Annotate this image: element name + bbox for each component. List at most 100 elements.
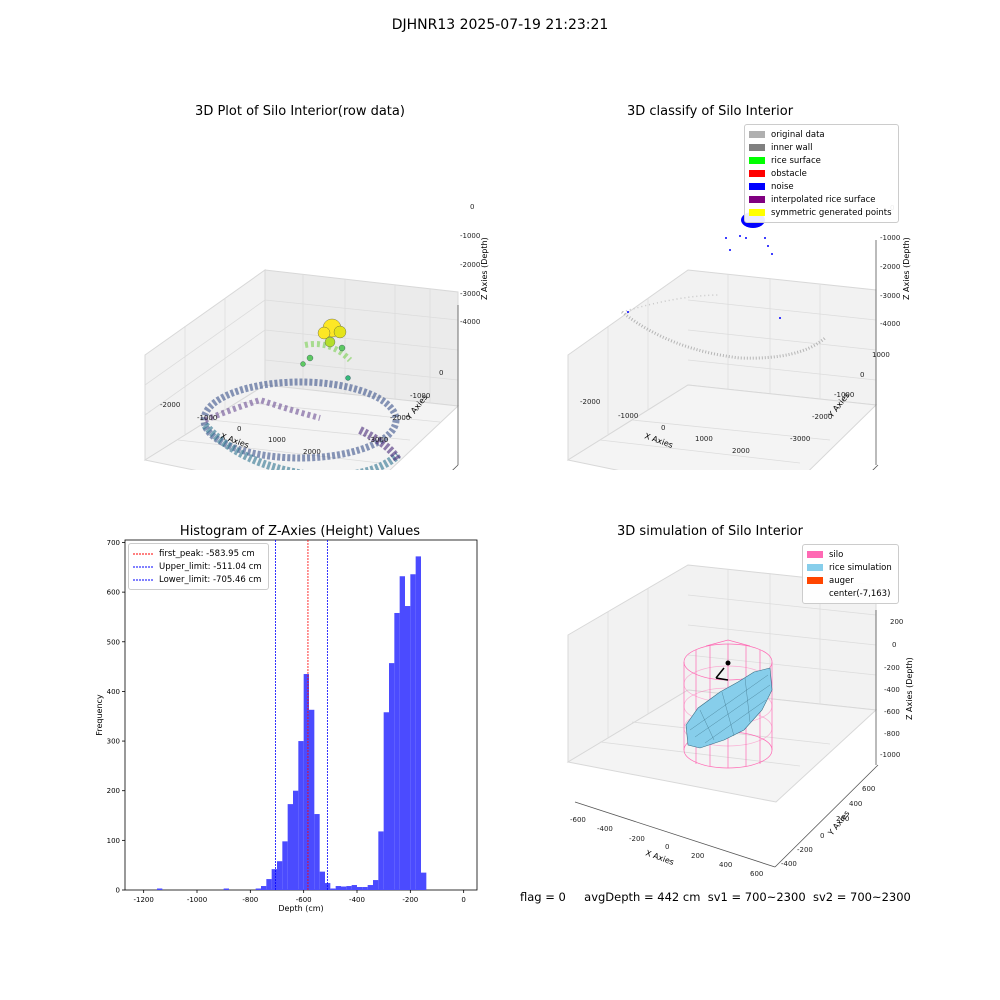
raw-plot-title: 3D Plot of Silo Interior(row data) [195,104,405,119]
legend-entry-rice-simulation: rice simulation [807,561,892,574]
simulation-ztick: -800 [884,730,900,738]
legend-entry-obstacle: obstacle [749,167,892,180]
legend-swatch [133,579,153,580]
histogram-bar [405,606,411,890]
y-tick-label: 700 [107,539,120,547]
histogram-bar [378,831,384,890]
simulation-legend: silo rice simulation auger center(-7,163… [802,544,899,604]
legend-label: symmetric generated points [771,207,892,218]
status-footer: flag = 0 avgDepth = 442 cm sv1 = 700~230… [520,890,911,904]
legend-entry-silo: silo [807,548,892,561]
simulation-xtick: 200 [691,852,704,860]
histogram-bar [255,888,261,890]
simulation-ytick: -200 [797,846,813,854]
histogram-bar [309,709,315,890]
sv1-text: sv1 = 700~2300 [707,890,806,904]
raw-xtick: -2000 [160,401,180,409]
x-tick-label: 0 [461,896,465,904]
flag-text: flag = 0 [520,890,566,904]
legend-swatch [807,577,823,584]
histogram-bar [415,556,421,890]
histogram-reference-lines [275,540,328,890]
classify-3d-plot: -2000 -1000 0 1000 2000 1000 0 -1000 -20… [566,204,911,470]
figure-title: DJHNR13 2025-07-19 21:23:21 [391,17,609,33]
legend-entry-auger: auger [807,574,892,587]
histogram-xlabel: Depth (cm) [278,904,323,913]
rice-simulation-surface [685,667,773,749]
histogram-bar [335,886,341,890]
raw-ytick: -1000 [410,392,430,400]
x-tick-label: -800 [242,896,258,904]
legend-label: center(-7,163) [829,588,891,599]
y-tick-label: 600 [107,589,120,597]
legend-entry-inner-wall: inner wall [749,141,892,154]
raw-points [200,318,402,470]
legend-entry-rice-surface: rice surface [749,154,892,167]
legend-swatch [749,196,765,203]
histogram-bar [303,674,309,890]
histogram-y-ticks: 0 100 200 300 400 500 600 700 [107,539,125,895]
simulation-ytick: -400 [781,860,797,868]
simulation-ytick: 400 [849,800,862,808]
simulation-ztick: -600 [884,708,900,716]
histogram-bar [266,879,272,890]
classify-zlabel: Z Axies (Depth) [902,237,911,300]
raw-xtick: -1000 [197,414,217,422]
legend-swatch [749,157,765,164]
simulation-ytick: 0 [820,832,824,840]
simulation-xtick: -200 [629,835,645,843]
legend-label: inner wall [771,142,813,153]
x-tick-label: -1200 [133,896,153,904]
simulation-xtick: -600 [570,816,586,824]
simulation-ztick: 0 [892,641,896,649]
histogram-bar [357,887,363,890]
simulation-axis-lines [574,610,879,868]
x-tick-label: -400 [349,896,365,904]
raw-ztick: -3000 [460,290,480,298]
classify-xtick: 1000 [695,435,713,443]
auger-marker [715,660,731,681]
histogram-bar [223,888,229,890]
legend-label: rice surface [771,155,821,166]
histogram-bar [410,574,416,890]
histogram-bar [319,871,325,890]
classify-ytick: -1000 [834,391,854,399]
legend-label: first_peak: -583.95 cm [159,548,255,559]
legend-entry-symmetric-generated-points: symmetric generated points [749,206,892,219]
legend-entry-noise: noise [749,180,892,193]
simulation-xtick: -400 [597,825,613,833]
classify-ytick: 0 [860,371,864,379]
raw-xtick: 2000 [303,448,321,456]
avg-depth-text: avgDepth = 442 cm [584,890,701,904]
legend-swatch [749,131,765,138]
raw-xtick: 1000 [268,436,286,444]
raw-ytick: 0 [439,369,443,377]
histogram-bar [341,886,347,890]
y-tick-label: 0 [116,887,120,895]
legend-swatch [749,170,765,177]
legend-entry-first-peak: first_peak: -583.95 cm [133,547,262,560]
histogram-bar [373,880,379,890]
raw-tick-labels: -2000 -1000 0 1000 2000 0 -1000 -2000 -3… [160,203,480,456]
legend-label: Upper_limit: -511.04 cm [159,561,262,572]
histogram-bar [346,886,352,890]
classify-ztick: -1000 [880,234,900,242]
classify-ztick: -3000 [880,292,900,300]
histogram-bar [330,888,336,890]
legend-label: silo [829,549,844,560]
classify-ytick: 1000 [872,351,890,359]
raw-ztick: -4000 [460,318,480,326]
y-tick-label: 100 [107,837,120,845]
histogram-bars [157,556,427,890]
sv2-text: sv2 = 700~2300 [812,890,911,904]
histogram-x-ticks: -1200 -1000 -800 -600 -400 -200 0 [133,890,466,904]
legend-swatch [133,553,153,554]
legend-label: rice simulation [829,562,892,573]
histogram-bar [277,861,283,890]
histogram-bar [271,869,277,890]
legend-entry-original-data: original data [749,128,892,141]
x-tick-label: -200 [402,896,418,904]
legend-swatch [749,144,765,151]
raw-ytick: -3000 [368,436,388,444]
classify-ztick: -2000 [880,263,900,271]
